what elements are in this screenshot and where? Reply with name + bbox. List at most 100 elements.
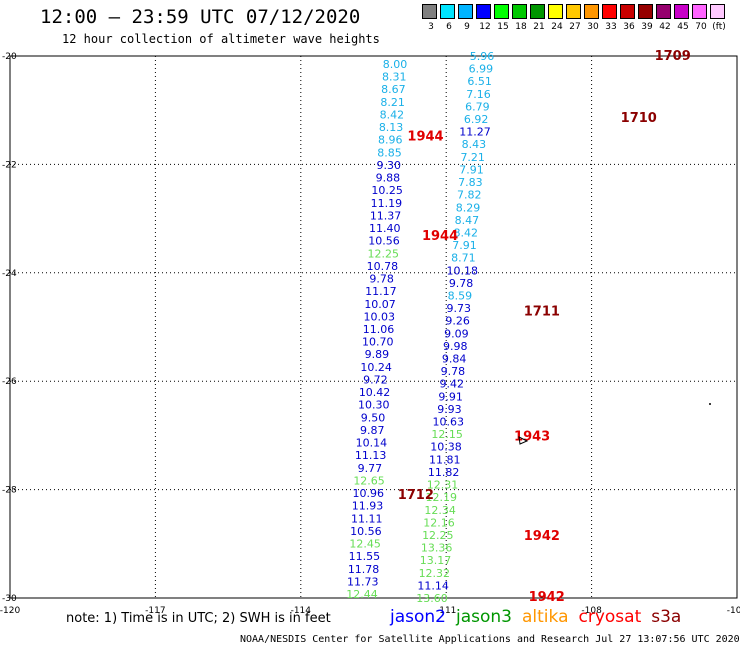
map-subtitle: 12 hour collection of altimeter wave hei… xyxy=(62,32,380,46)
footnote: note: 1) Time is in UTC; 2) SWH is in fe… xyxy=(66,611,331,626)
swh-value-right: 5.96 xyxy=(470,50,495,63)
swh-value-right: 8.42 xyxy=(453,226,478,239)
swh-value-left: 10.14 xyxy=(356,437,388,450)
swh-value-right: 7.21 xyxy=(460,151,485,164)
swh-value-right: 8.43 xyxy=(462,138,487,151)
swh-value-right: 8.47 xyxy=(455,214,480,227)
swh-value-right: 7.16 xyxy=(466,88,491,101)
swh-value-left: 10.03 xyxy=(364,310,396,323)
map-title: 12:00 – 23:59 UTC 07/12/2020 xyxy=(40,6,361,28)
pass-time-label: 1711 xyxy=(524,305,560,320)
swh-value-left: 10.56 xyxy=(350,525,382,538)
swh-value-left: 8.96 xyxy=(378,134,403,147)
swh-value-right: 9.73 xyxy=(446,302,471,315)
pass-time-label: 1712 xyxy=(398,488,434,503)
colorbar-swatch xyxy=(476,4,491,19)
swh-value-right: 13.60 xyxy=(416,592,448,605)
swh-value-right: 6.92 xyxy=(464,113,489,126)
swh-value-left: 8.31 xyxy=(382,71,407,84)
swh-value-left: 10.96 xyxy=(353,487,385,500)
swh-value-left: 10.25 xyxy=(371,184,403,197)
swh-value-right: 12.19 xyxy=(426,491,458,504)
legend-item-jason2: jason2 xyxy=(390,607,446,627)
swh-value-right: 12.34 xyxy=(424,504,456,517)
colorbar-label: 36 xyxy=(623,22,635,32)
swh-value-right: 9.98 xyxy=(443,340,468,353)
swh-value-left: 10.70 xyxy=(362,336,394,349)
swh-value-right: 8.71 xyxy=(451,252,476,265)
x-tick-label: -108 xyxy=(581,606,602,616)
plot-frame xyxy=(9,55,738,599)
swh-value-left: 9.78 xyxy=(369,273,394,286)
swh-value-right: 11.81 xyxy=(429,453,461,466)
colorbar-swatch xyxy=(710,4,725,19)
colorbar-swatch xyxy=(674,4,689,19)
colorbar-label: 3 xyxy=(428,22,434,32)
pass-time-label: 1943 xyxy=(514,429,550,444)
colorbar-label: 9 xyxy=(464,22,470,32)
swh-value-left: 11.73 xyxy=(347,575,379,588)
swh-value-right: 9.84 xyxy=(442,353,467,366)
swh-value-left: 8.00 xyxy=(383,58,408,71)
swh-value-right: 9.09 xyxy=(444,327,469,340)
swh-value-right: 6.99 xyxy=(469,63,494,76)
colorbar-label: (ft) xyxy=(712,22,726,32)
legend-item-s3a: s3a xyxy=(651,607,682,627)
x-tick-label: -111 xyxy=(436,606,456,616)
swh-value-right: 11.14 xyxy=(417,579,449,592)
swh-value-right: 11.82 xyxy=(428,466,460,479)
colorbar-label: 42 xyxy=(659,22,671,32)
swh-value-left: 8.13 xyxy=(379,121,404,134)
swh-value-right: 6.51 xyxy=(467,75,492,88)
colorbar-swatch xyxy=(512,4,527,19)
swh-value-left: 8.85 xyxy=(377,146,402,159)
pass-time-label: 1944 xyxy=(407,130,443,145)
swh-value-right: 9.78 xyxy=(449,277,474,290)
x-tick-label: -105 xyxy=(727,606,740,616)
pass-time-label: 1942 xyxy=(524,529,560,544)
colorbar-swatch xyxy=(458,4,473,19)
colorbar-swatch xyxy=(638,4,653,19)
island-dot xyxy=(709,403,711,405)
swh-value-left: 8.67 xyxy=(381,83,406,96)
y-tick-label: -30 xyxy=(2,594,17,604)
pass-time-label: 1944 xyxy=(422,229,458,244)
swh-value-left: 11.37 xyxy=(370,209,402,222)
legend-item-altika: altika xyxy=(522,607,569,627)
swh-value-left: 10.07 xyxy=(364,298,396,311)
swh-value-left: 9.88 xyxy=(376,172,401,185)
swh-value-left: 12.44 xyxy=(346,588,378,601)
swh-value-right: 9.26 xyxy=(445,315,470,328)
colorbar-label: 18 xyxy=(515,22,527,32)
credit-footer: NOAA/NESDIS Center for Satellite Applica… xyxy=(240,634,740,645)
swh-value-left: 8.21 xyxy=(380,96,405,109)
swh-value-left: 10.78 xyxy=(367,260,399,273)
pass-time-label: 1942 xyxy=(529,590,565,605)
colorbar-label: 15 xyxy=(497,22,509,32)
colorbar-swatch xyxy=(584,4,599,19)
swh-value-left: 9.77 xyxy=(358,462,383,475)
swh-value-left: 9.50 xyxy=(361,411,386,424)
swh-value-left: 11.11 xyxy=(351,512,383,525)
colorbar-label: 27 xyxy=(569,22,581,32)
swh-value-left: 12.45 xyxy=(349,538,381,551)
swh-value-left: 11.78 xyxy=(348,563,380,576)
swh-value-right: 12.32 xyxy=(419,567,451,580)
swh-value-left: 11.93 xyxy=(352,500,384,513)
pass-time-label: 1710 xyxy=(621,111,657,126)
swh-value-right: 11.27 xyxy=(459,126,491,139)
swh-value-right: 12.31 xyxy=(427,479,459,492)
swh-value-right: 9.91 xyxy=(438,390,463,403)
swh-value-left: 9.72 xyxy=(363,373,388,386)
island-outline xyxy=(518,436,529,445)
swh-value-right: 7.91 xyxy=(452,239,477,252)
swh-value-right: 12.25 xyxy=(422,529,454,542)
y-tick-label: -22 xyxy=(2,160,17,170)
swh-value-left: 12.65 xyxy=(353,474,385,487)
swh-value-left: 9.87 xyxy=(360,424,385,437)
swh-value-right: 13.36 xyxy=(421,542,453,555)
colorbar-swatch xyxy=(548,4,563,19)
swh-value-right: 9.42 xyxy=(440,378,465,391)
swh-value-left: 9.30 xyxy=(376,159,401,172)
colorbar-swatch xyxy=(530,4,545,19)
